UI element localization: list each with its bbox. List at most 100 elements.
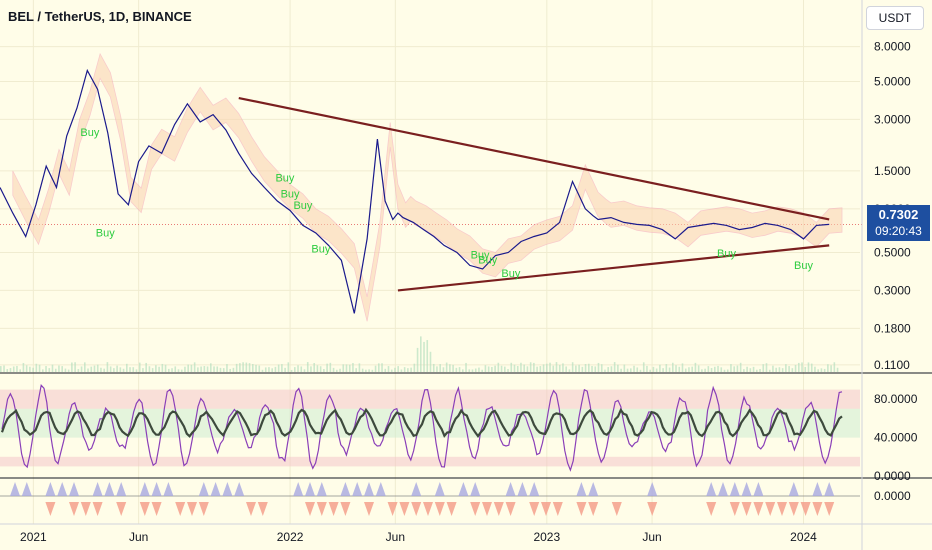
volume-bar [791,368,794,372]
volume-bar [743,369,745,372]
volume-bar [219,367,222,372]
volume-bar [229,368,231,372]
volume-bar [584,363,587,372]
buy-label: Buy [501,268,520,280]
buy-label: Buy [293,200,312,212]
volume-bar [119,367,122,372]
volume-bar [710,367,713,372]
rsi-smooth-line [0,407,843,438]
up-triangle [458,482,469,496]
volume-bar [235,363,238,372]
up-triangle [729,482,740,496]
volume-bar [313,363,315,372]
price-tick-label: 1.5000 [874,164,911,178]
currency-button[interactable]: USDT [866,6,924,30]
up-triangle [517,482,528,496]
volume-bar [756,369,758,372]
volume-bar [804,366,807,372]
momentum-tick-label: 0.0000 [874,489,911,503]
volume-bar [678,366,681,372]
volume-bar [58,365,60,372]
volume-bar [300,366,303,372]
volume-bar [413,363,416,372]
last-price-value: 0.7302 [878,207,919,222]
volume-bar [765,363,768,372]
volume-bar [0,366,2,372]
volume-bar [552,365,555,372]
volume-bar [48,368,51,372]
volume-bar [571,362,574,372]
volume-bar [206,366,209,372]
volume-bar [374,365,377,372]
down-triangle [729,502,740,516]
volume-bar [284,367,286,372]
momentum-histogram [0,482,860,516]
volume-bar [352,363,354,372]
volume-bar [6,369,9,372]
volume-bar [639,369,642,372]
volume-bar [546,363,548,372]
volume-bar [484,365,487,372]
volume-bar [672,362,674,372]
volume-bar [707,366,710,372]
volume-bar [42,369,44,372]
down-triangle [576,502,587,516]
up-triangle [788,482,799,496]
volume-bar [51,364,54,372]
volume-bar [410,367,412,372]
volume-bar [533,362,535,372]
volume-bar [361,368,364,372]
cloud-band [12,52,843,322]
volume-bar [203,366,206,372]
buy-label: Buy [281,188,300,200]
volume-bar [684,368,687,372]
volume-bar [222,368,225,372]
up-triangle [753,482,764,496]
volume-bar [523,364,525,372]
down-triangle [482,502,492,516]
volume-bar [836,367,839,372]
up-triangle [588,482,599,496]
volume-bar [174,366,177,372]
volume-bar [449,364,451,372]
volume-bar [646,365,648,372]
down-triangle [446,502,457,516]
rsi-line [1,384,843,472]
price-tick-label: 0.5000 [874,245,911,259]
up-triangle [163,482,174,496]
volume-bar [197,367,199,372]
time-tick-label: Jun [129,530,148,544]
buy-label: Buy [80,127,99,139]
volume-bar [762,364,765,372]
volume-bar [445,362,448,372]
volume-bar [103,368,105,372]
volume-bar [468,369,471,372]
volume-bar [555,362,558,372]
volume-bar [759,368,761,372]
up-triangle [69,482,79,496]
volume-bar [38,364,41,372]
volume-bar [649,369,651,372]
volume-bar [478,367,480,372]
volume-bar [526,366,529,372]
up-triangle [210,482,221,496]
volume-bar [613,362,616,372]
volume-bar [168,368,170,372]
buy-label: Buy [471,250,490,262]
volume-bar [281,364,283,372]
buy-label: Buy [311,243,330,255]
volume-bar [507,369,509,372]
down-triangle [552,502,563,516]
volume-bar [823,368,826,372]
volume-bar [549,362,551,372]
volume-bar [64,368,67,372]
up-triangle [434,482,445,496]
volume-bar [471,369,474,372]
volume-bar [129,367,131,372]
volume-bar [397,366,399,372]
volume-bar [216,366,219,372]
volume-bar [61,366,63,372]
